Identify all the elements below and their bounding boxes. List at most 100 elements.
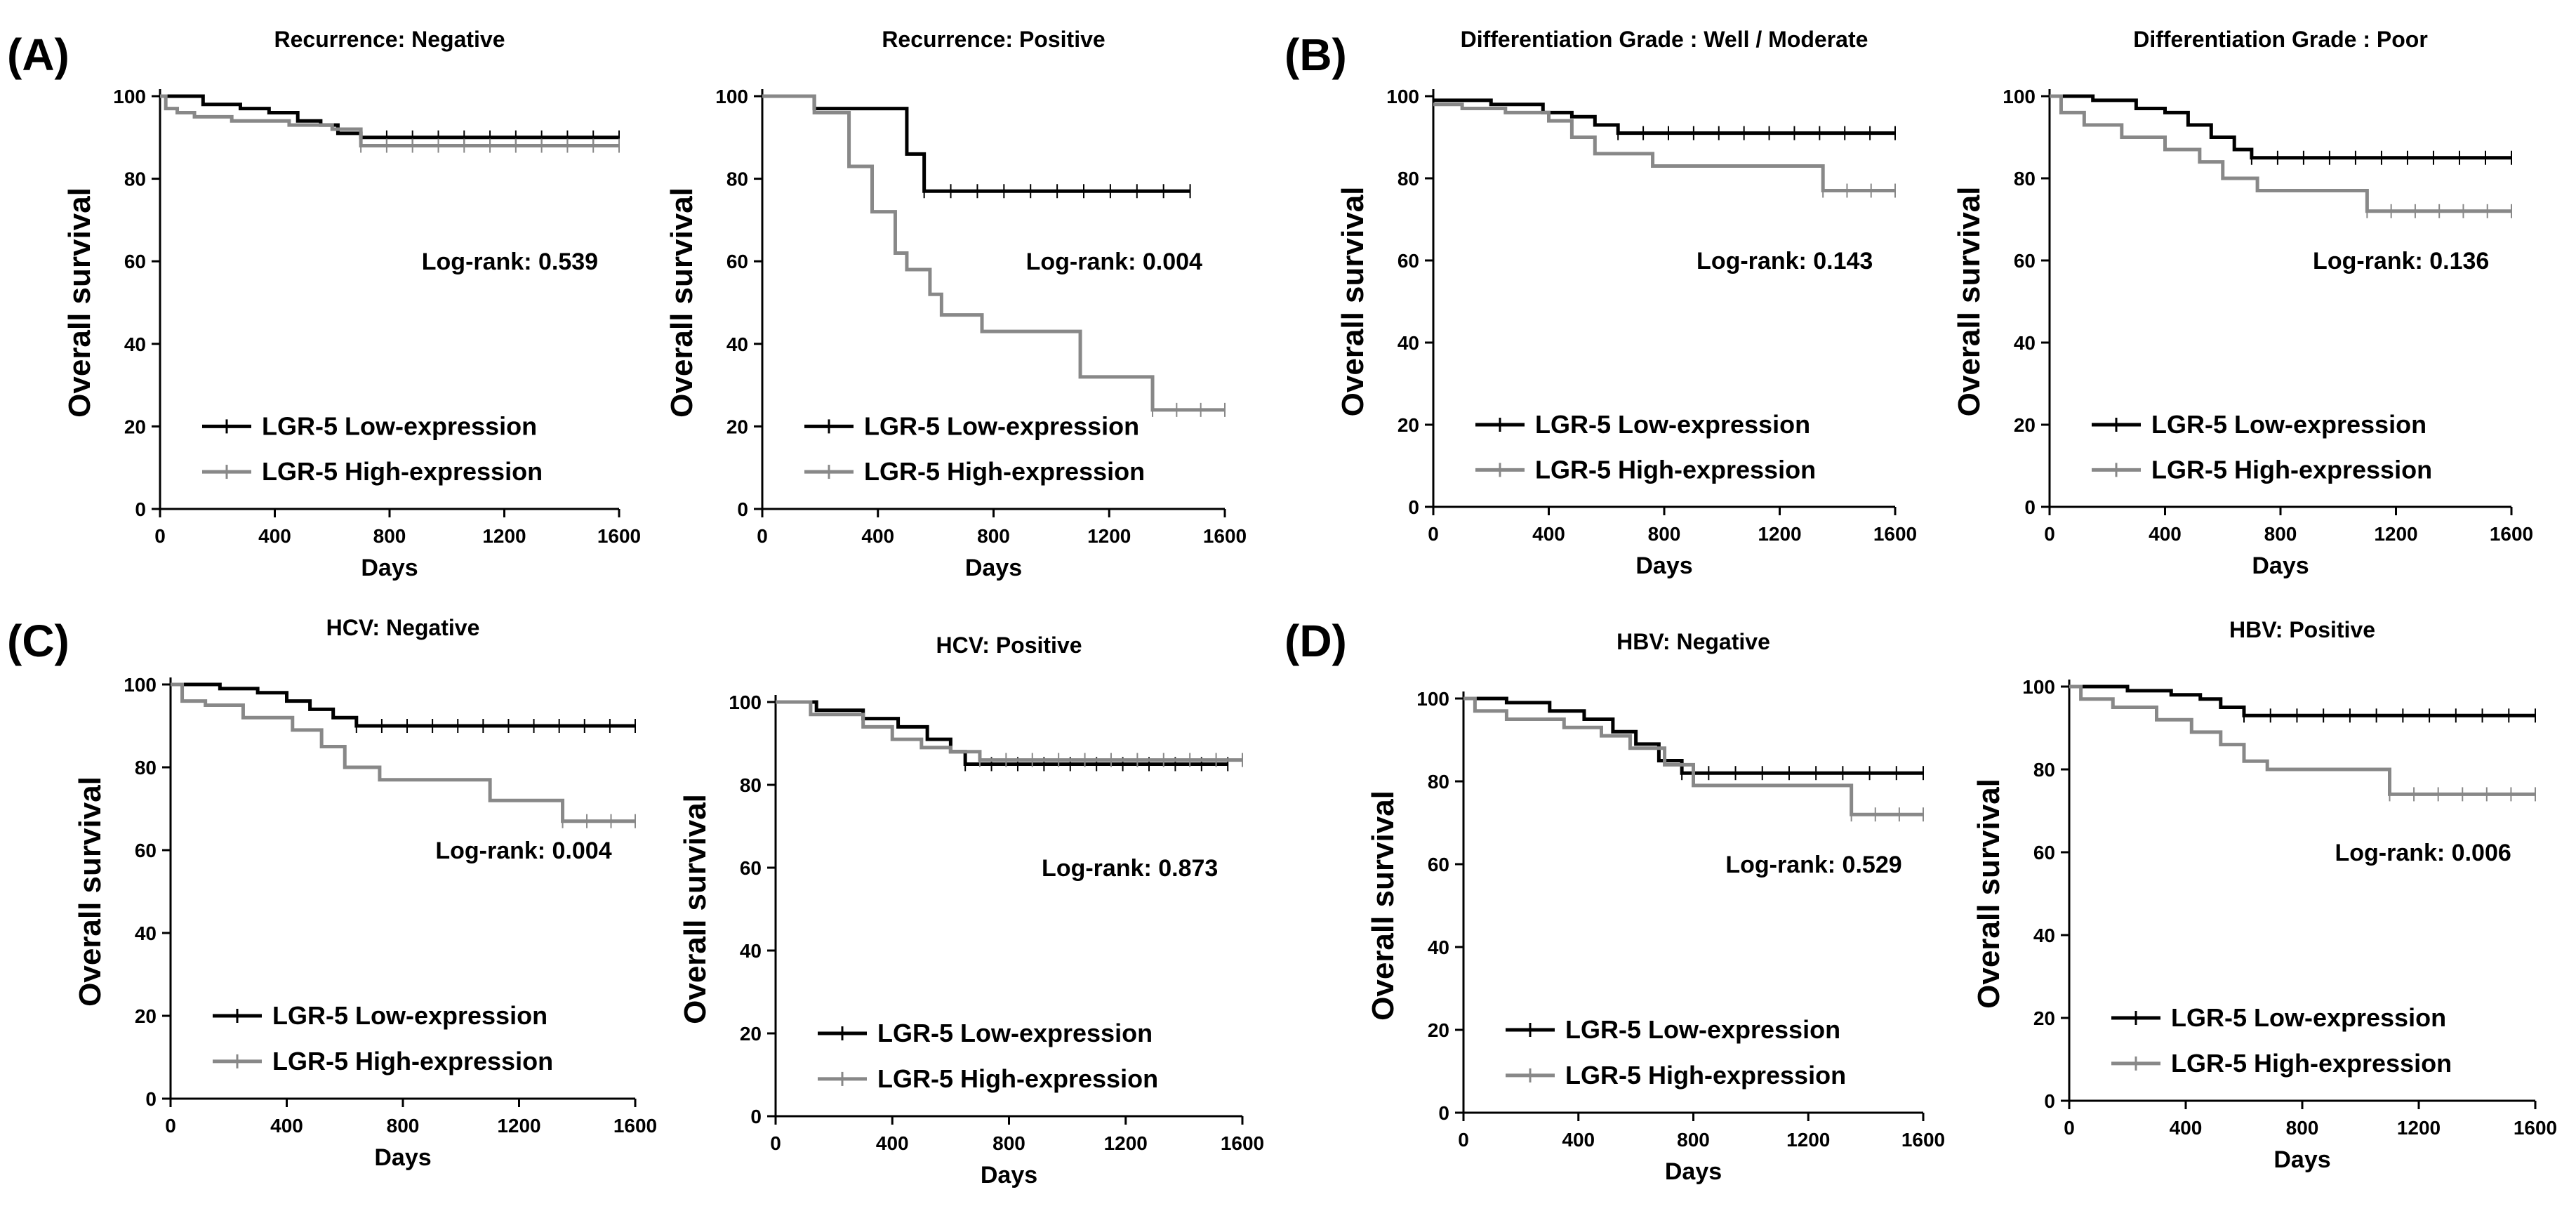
x-tick-label: 800 [977, 525, 1010, 547]
legend-label: LGR-5 High-expression [877, 1064, 1158, 1093]
survival-step-line [762, 94, 1225, 412]
survival-step-line [1463, 696, 1923, 775]
log-rank-annotation: Log-rank: 0.004 [435, 838, 611, 864]
survival-step-line [776, 700, 1242, 762]
y-tick-label: 80 [726, 168, 748, 190]
x-tick-label: 400 [2149, 523, 2182, 545]
y-tick-label: 40 [2033, 925, 2055, 946]
x-tick-label: 0 [2064, 1117, 2075, 1139]
x-tick-label: 800 [1648, 523, 1681, 545]
y-tick-label: 60 [1428, 854, 1449, 875]
x-tick-label: 1200 [482, 525, 526, 547]
x-tick-label: 0 [757, 525, 768, 547]
y-tick-label: 20 [135, 1005, 157, 1027]
log-rank-annotation: Log-rank: 0.136 [2313, 248, 2489, 274]
y-tick-label: 20 [726, 416, 748, 437]
legend-label: LGR-5 Low-expression [2151, 410, 2426, 439]
legend-label: LGR-5 High-expression [262, 457, 543, 486]
x-tick-label: 1200 [2374, 523, 2417, 545]
x-axis-label: Days [374, 1144, 431, 1171]
series-high-expression [762, 94, 1226, 417]
chart-title: Recurrence: Negative [274, 27, 505, 52]
x-tick-label: 0 [770, 1132, 781, 1154]
y-tick-label: 20 [124, 416, 146, 437]
y-tick-label: 80 [135, 757, 157, 779]
chart-title: HCV: Negative [326, 615, 480, 640]
y-tick-label: 20 [1397, 414, 1419, 436]
legend-label: LGR-5 Low-expression [1535, 410, 1810, 439]
y-tick-label: 40 [1397, 332, 1419, 354]
x-tick-label: 400 [861, 525, 894, 547]
x-tick-label: 800 [992, 1132, 1025, 1154]
x-axis-label: Days [2252, 552, 2309, 579]
y-axis-label: Overall survival [73, 776, 107, 1007]
legend-label: LGR-5 High-expression [272, 1047, 553, 1075]
x-axis-label: Days [965, 555, 1022, 581]
y-tick-label: 80 [740, 774, 762, 796]
x-tick-label: 800 [387, 1115, 420, 1137]
y-tick-label: 100 [729, 691, 762, 713]
y-tick-label: 40 [124, 333, 146, 355]
legend-label: LGR-5 High-expression [2171, 1049, 2452, 1078]
y-axis-label: Overall survival [1972, 779, 2006, 1009]
y-tick-label: 40 [1428, 936, 1449, 958]
chart-7: HBV: Negative 0 20 40 60 80 100 0 400 800 1200 1600… [1366, 629, 1945, 1185]
survival-step-line [1433, 98, 1895, 135]
x-tick-label: 1200 [1087, 525, 1131, 547]
chart-title: Differentiation Grade : Well / Moderate [1461, 27, 1868, 52]
x-axis-label: Days [1635, 552, 1692, 579]
legend-label: LGR-5 High-expression [1565, 1061, 1846, 1090]
y-tick-label: 0 [750, 1106, 762, 1127]
y-tick-label: 80 [1428, 771, 1449, 793]
chart-8: HBV: Positive 0 20 40 60 80 100 0 400 800 1200 1600… [1972, 617, 2557, 1173]
survival-step-line [1433, 102, 1895, 193]
survival-step-line [160, 94, 619, 140]
x-tick-label: 1600 [1221, 1132, 1264, 1154]
x-axis-label: Days [361, 555, 418, 581]
chart-title: HCV: Positive [936, 633, 1082, 658]
series-high-expression [2050, 94, 2512, 218]
y-tick-label: 100 [715, 86, 748, 107]
legend-label: LGR-5 Low-expression [877, 1019, 1153, 1047]
survival-step-line [171, 682, 635, 823]
y-tick-label: 40 [726, 333, 748, 355]
y-tick-label: 20 [1428, 1019, 1449, 1041]
series-high-expression [160, 94, 620, 153]
y-axis-label: Overall survival [665, 187, 699, 418]
legend-label: LGR-5 Low-expression [272, 1001, 547, 1030]
x-tick-label: 1600 [1901, 1129, 1945, 1151]
series-high-expression [1463, 696, 1924, 822]
chart-title: Differentiation Grade : Poor [2133, 27, 2428, 52]
panel-letter-d: (D) [1284, 616, 1347, 666]
y-tick-label: 60 [2014, 250, 2036, 272]
y-axis-label: Overall survival [678, 794, 712, 1024]
y-tick-label: 100 [2003, 86, 2036, 107]
chart-1: Recurrence: Negative 0 20 40 60 80 100 0 400 800 1… [62, 27, 641, 581]
y-axis-label: Overall survival [1952, 187, 1986, 417]
y-tick-label: 60 [2033, 842, 2055, 863]
series-low-expression [2069, 684, 2536, 723]
x-tick-label: 0 [1428, 523, 1439, 545]
series-high-expression [2069, 684, 2536, 802]
y-tick-label: 0 [737, 498, 748, 520]
y-tick-label: 0 [145, 1088, 157, 1110]
y-tick-label: 80 [2014, 168, 2036, 190]
survival-step-line [2069, 684, 2535, 796]
y-tick-label: 100 [1386, 86, 1419, 107]
series-low-expression [2050, 94, 2512, 165]
x-tick-label: 1600 [613, 1115, 657, 1137]
legend-label: LGR-5 Low-expression [1565, 1015, 1840, 1044]
chart-title: HBV: Positive [2229, 617, 2375, 642]
x-tick-label: 800 [2286, 1117, 2319, 1139]
chart-3: Differentiation Grade : Well / Moderate 0… [1336, 27, 1917, 579]
legend-label: LGR-5 High-expression [2151, 455, 2432, 484]
series-high-expression [776, 700, 1243, 767]
x-axis-label: Days [2273, 1146, 2330, 1173]
y-tick-label: 0 [2024, 496, 2036, 518]
panel-letter-b: (B) [1284, 29, 1347, 80]
survival-step-line [776, 700, 1228, 766]
y-tick-label: 40 [740, 940, 762, 962]
chart-5: HCV: Negative 0 20 40 60 80 100 0 400 800 1200 1600… [73, 615, 657, 1171]
